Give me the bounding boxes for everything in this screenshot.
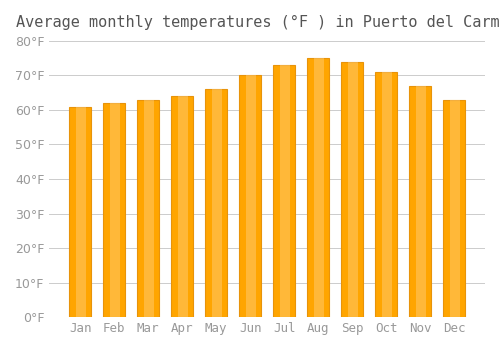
Bar	[382, 72, 392, 317]
Bar	[416, 86, 426, 317]
Bar	[171, 96, 193, 317]
Bar	[69, 106, 92, 317]
Bar	[409, 86, 431, 317]
Bar	[212, 89, 222, 317]
Bar	[110, 103, 120, 317]
Bar	[273, 65, 295, 317]
Bar	[443, 100, 465, 317]
Bar	[239, 76, 261, 317]
Bar	[341, 62, 363, 317]
Bar	[144, 100, 154, 317]
Bar	[450, 100, 460, 317]
Bar	[103, 103, 126, 317]
Bar	[205, 89, 227, 317]
Bar	[348, 62, 358, 317]
Bar	[246, 76, 256, 317]
Bar	[76, 106, 86, 317]
Title: Average monthly temperatures (°F ) in Puerto del Carmen: Average monthly temperatures (°F ) in Pu…	[16, 15, 500, 30]
Bar	[137, 100, 159, 317]
Bar	[375, 72, 397, 317]
Bar	[178, 96, 188, 317]
Bar	[307, 58, 329, 317]
Bar	[314, 58, 324, 317]
Bar	[280, 65, 290, 317]
